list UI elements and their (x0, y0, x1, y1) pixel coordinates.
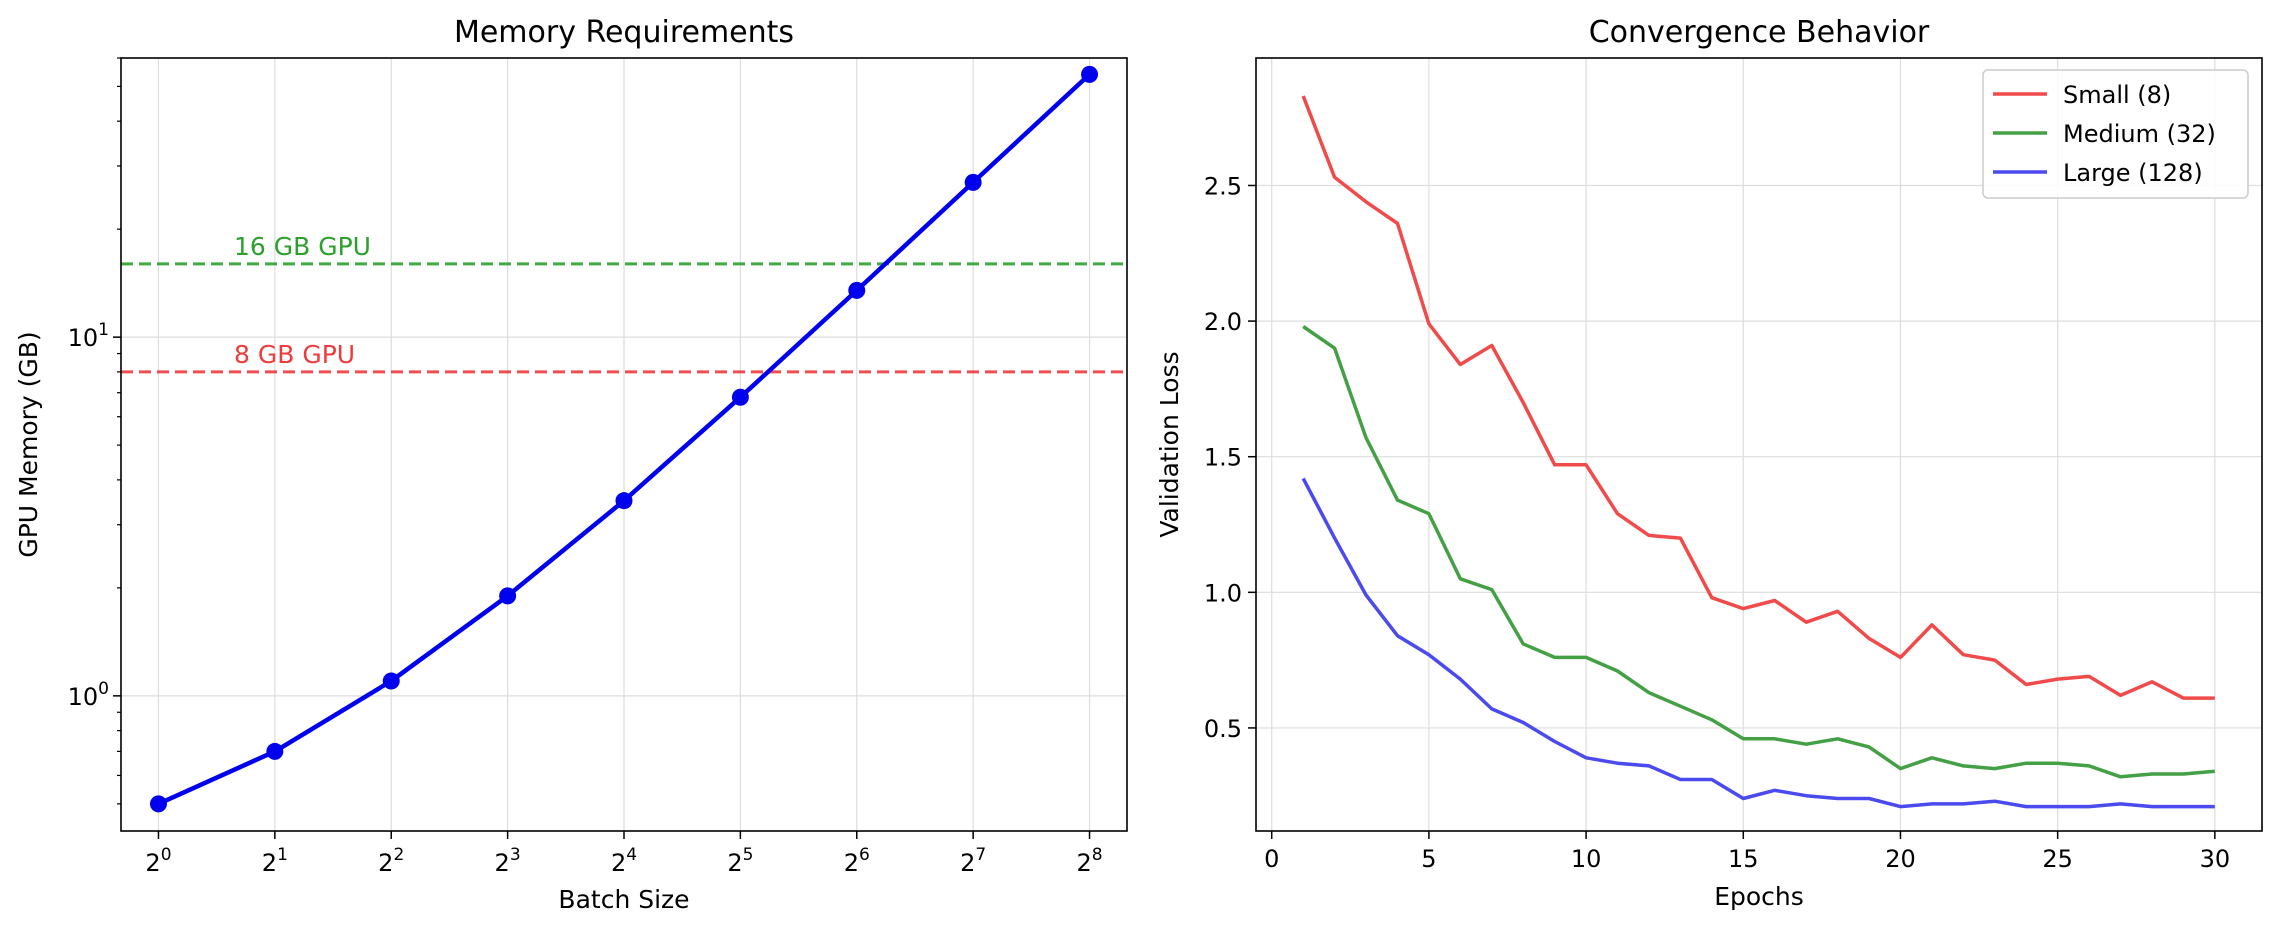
x-tick-label-base: 2 (262, 849, 277, 877)
y-tick-label: 1.0 (1204, 579, 1242, 607)
data-point (848, 281, 866, 299)
y-tick-label: 2.5 (1204, 172, 1242, 200)
data-point (266, 742, 284, 760)
data-point (731, 388, 749, 406)
series-line-0 (1301, 95, 2215, 700)
x-tick-label-exp: 4 (626, 845, 637, 865)
y-tick-label-base: 10 (68, 324, 99, 352)
legend-label: Small (8) (2063, 81, 2171, 109)
y-tick-label-base: 10 (68, 683, 99, 711)
x-tick-label-exp: 2 (393, 845, 404, 865)
x-tick-label: 22 (378, 845, 404, 877)
x-tick-label: 5 (1421, 845, 1436, 873)
data-point (964, 173, 982, 191)
x-tick-label: 27 (960, 845, 986, 877)
x-tick-label: 21 (262, 845, 288, 877)
x-axis-label: Epochs (1714, 882, 1804, 911)
reference-line-label: 16 GB GPU (234, 232, 371, 261)
legend-box (1982, 69, 2249, 199)
x-tick-label-exp: 7 (975, 845, 986, 865)
chart-title: Memory Requirements (454, 15, 794, 50)
x-tick-label: 20 (145, 845, 171, 877)
y-axis-label: Validation Loss (1155, 351, 1184, 537)
convergence-behavior-chart: 0 5 10 15 20 25 30 0.5 1.0 1.5 2.0 2.5 Small (8) Medi… (1155, 15, 2263, 911)
x-tick-label: 30 (2200, 845, 2231, 873)
y-axis-label: GPU Memory (GB) (14, 331, 43, 557)
x-tick-label-exp: 5 (743, 845, 754, 865)
x-tick-label-exp: 8 (1092, 845, 1103, 865)
x-tick-label: 28 (1076, 845, 1102, 877)
x-tick-label-exp: 6 (859, 845, 870, 865)
y-tick-label: 101 (68, 320, 109, 352)
x-tick-label-base: 2 (960, 849, 975, 877)
x-tick-label: 26 (844, 845, 870, 877)
series-line-1 (1302, 325, 2215, 779)
x-tick-label-exp: 0 (161, 845, 172, 865)
x-tick-label-base: 2 (145, 849, 160, 877)
y-tick-label-exp: 1 (98, 320, 109, 340)
y-tick-label: 2.0 (1204, 308, 1242, 336)
y-tick-label: 1.5 (1204, 444, 1242, 472)
x-tick-label-base: 2 (1076, 849, 1091, 877)
x-tick-label-base: 2 (611, 849, 626, 877)
x-tick-label-exp: 3 (510, 845, 521, 865)
x-tick-label-base: 2 (844, 849, 859, 877)
axes-frame (1255, 57, 2263, 832)
x-tick-label: 15 (1728, 845, 1759, 873)
x-tick-label-base: 2 (495, 849, 510, 877)
y-tick-label: 100 (68, 679, 109, 711)
x-tick-label: 0 (1264, 845, 1279, 873)
y-tick-label-exp: 0 (98, 679, 109, 699)
x-tick-label: 23 (495, 845, 521, 877)
x-tick-label-base: 2 (378, 849, 393, 877)
reference-line-label: 8 GB GPU (234, 340, 355, 369)
x-tick-label: 20 (1885, 845, 1916, 873)
x-tick-label: 25 (2042, 845, 2073, 873)
x-tick-label: 24 (611, 845, 637, 877)
data-point (149, 795, 167, 813)
x-tick-label: 25 (727, 845, 753, 877)
x-tick-label-exp: 1 (277, 845, 288, 865)
x-axis-label: Batch Size (558, 885, 689, 914)
legend-label: Large (128) (2063, 159, 2203, 187)
series-line-2 (1301, 477, 2215, 809)
x-tick-label: 10 (1571, 845, 1602, 873)
data-point (499, 587, 517, 605)
chart-title: Convergence Behavior (1589, 15, 1930, 50)
x-tick-label-base: 2 (727, 849, 742, 877)
data-point (615, 492, 633, 510)
data-point (1081, 65, 1099, 83)
data-point (382, 672, 400, 690)
y-tick-label: 0.5 (1204, 715, 1242, 743)
legend-label: Medium (32) (2063, 120, 2216, 148)
